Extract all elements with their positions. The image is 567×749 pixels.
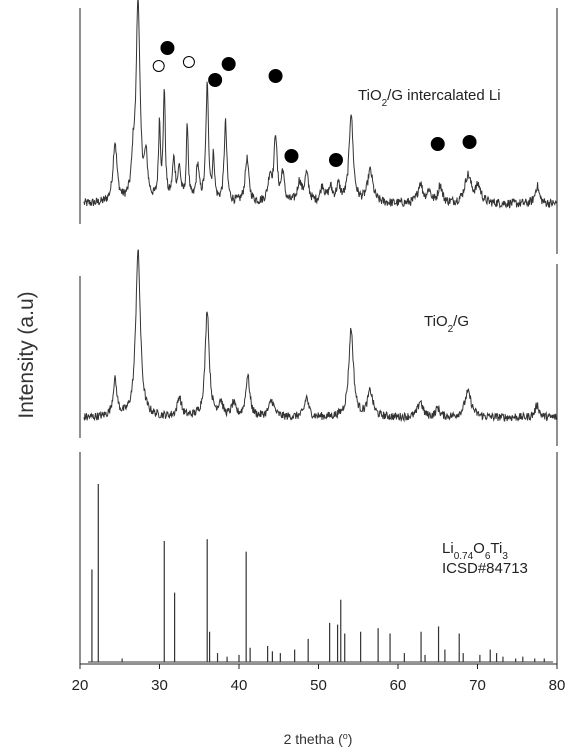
x-tick-label: 50 xyxy=(310,677,327,694)
marker-layer xyxy=(152,41,477,167)
label-layer: TiO2/G intercalated LiTiO2/GLi0.74O6Ti3I… xyxy=(358,87,528,577)
series-label-part: 3 xyxy=(502,551,508,562)
series-label-part: 2 xyxy=(448,324,454,335)
series-label: TiO2/G xyxy=(424,313,469,335)
series-label-part: TiO xyxy=(358,87,382,104)
x-tick-label: 30 xyxy=(151,677,168,694)
x-axis-title: 2 thetha (o) xyxy=(284,731,353,747)
filled-circle-marker xyxy=(284,149,299,163)
series-label-part: 2 xyxy=(382,98,388,109)
x-axis-title-close: ) xyxy=(348,731,353,747)
series-label-part: TiO xyxy=(424,313,448,330)
series-label-part: O xyxy=(473,540,485,557)
series-label-part: 0.74 xyxy=(454,551,474,562)
y-axis-title: Intensity (a.u) xyxy=(15,291,38,418)
series-line xyxy=(83,249,558,423)
series-label-part: 6 xyxy=(485,551,491,562)
x-tick-label: 20 xyxy=(72,677,89,694)
filled-circle-marker xyxy=(160,41,175,55)
series-label-part: Ti xyxy=(490,540,502,557)
series-label: Li0.74O6Ti3 xyxy=(442,540,508,562)
filled-circle-marker xyxy=(221,57,236,71)
x-tick-label: 70 xyxy=(469,677,486,694)
x-tick-label: 80 xyxy=(549,677,566,694)
open-circle-marker xyxy=(182,56,195,68)
filled-circle-marker xyxy=(462,135,477,149)
series-label-part: /G intercalated Li xyxy=(387,87,500,104)
series-label-line2: ICSD#84713 xyxy=(442,560,528,577)
series-label-part: Li xyxy=(442,540,454,557)
series-label: TiO2/G intercalated Li xyxy=(358,87,501,109)
filled-circle-marker xyxy=(208,73,223,87)
x-axis-title-unit: o xyxy=(343,731,348,741)
filled-circle-marker xyxy=(430,137,445,151)
open-circle-marker xyxy=(152,60,165,72)
x-tick-layer: 20 30 40 50 60 70 80 xyxy=(72,664,566,694)
filled-circle-marker xyxy=(328,153,343,167)
x-axis-title-main: 2 thetha ( xyxy=(284,731,343,747)
series-layer xyxy=(83,0,558,663)
x-tick-label: 40 xyxy=(231,677,248,694)
series-label-part: /G xyxy=(453,313,469,330)
x-tick-label: 60 xyxy=(390,677,407,694)
filled-circle-marker xyxy=(268,69,283,83)
series-line xyxy=(83,0,558,209)
